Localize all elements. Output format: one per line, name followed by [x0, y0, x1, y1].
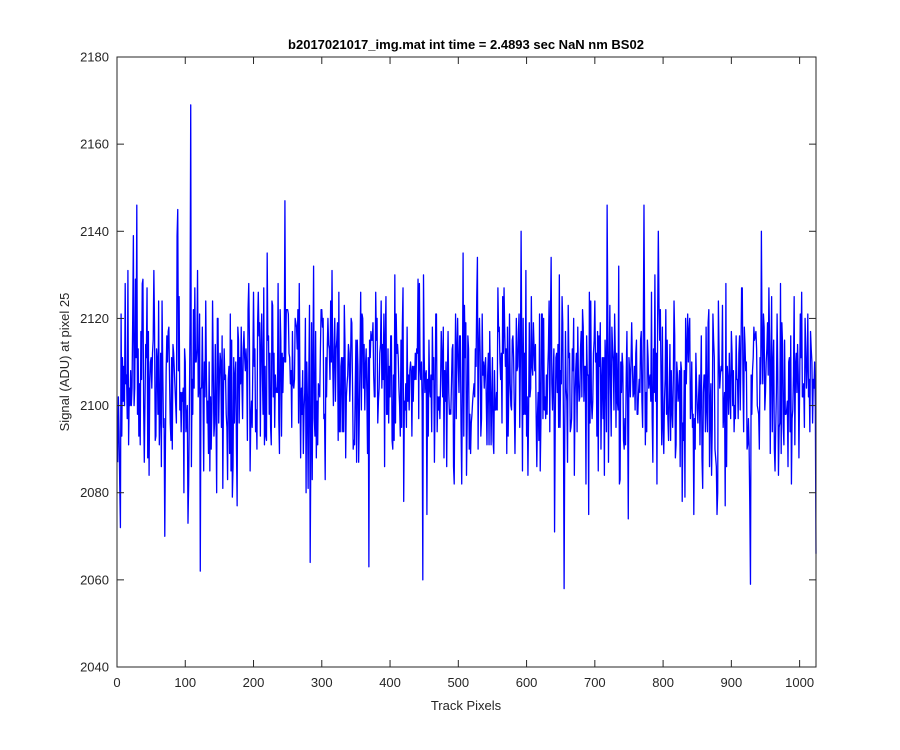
series-line-1 — [117, 104, 817, 590]
y-axis-label: Signal (ADU) at pixel 25 — [57, 293, 72, 432]
axes-group: 0 100 200 300 400 500 600 700 800 900 1000 2040 2060… — [80, 50, 817, 690]
x-tick-label: 1000 — [785, 675, 814, 690]
x-tick-label: 700 — [584, 675, 606, 690]
x-tick-label: 500 — [447, 675, 469, 690]
x-tick-label: 800 — [652, 675, 674, 690]
y-tick-label: 2120 — [80, 311, 109, 326]
y-tick-label: 2160 — [80, 137, 109, 152]
x-axis-label: Track Pixels — [431, 698, 502, 713]
x-tick-label: 300 — [311, 675, 333, 690]
x-tick-label: 900 — [721, 675, 743, 690]
series-group — [117, 104, 817, 590]
y-tick-label: 2080 — [80, 485, 109, 500]
x-tick-label: 400 — [379, 675, 401, 690]
x-tick-label: 200 — [243, 675, 265, 690]
chart-title: b2017021017_img.mat int time = 2.4893 se… — [288, 37, 644, 52]
y-tick-label: 2060 — [80, 572, 109, 587]
x-tick-label: 100 — [174, 675, 196, 690]
axes-box — [116, 56, 817, 668]
x-tick-label: 600 — [516, 675, 538, 690]
y-tick-label: 2040 — [80, 660, 109, 675]
y-tick-label: 2140 — [80, 224, 109, 239]
y-tick-label: 2100 — [80, 398, 109, 413]
y-tick-label: 2180 — [80, 50, 109, 65]
x-tick-label: 0 — [113, 675, 120, 690]
